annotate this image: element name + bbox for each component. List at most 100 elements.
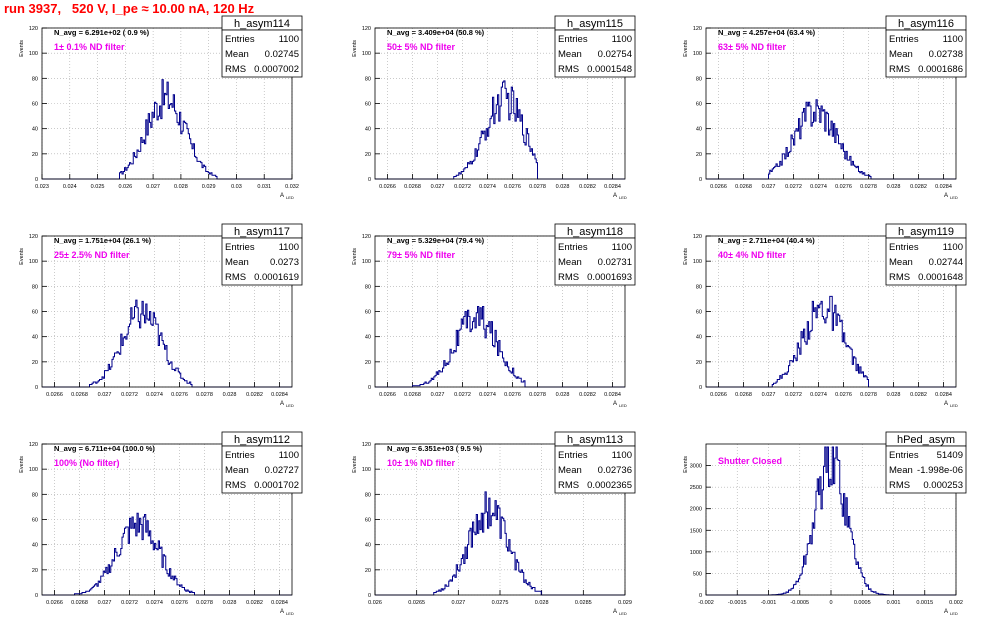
histogram-panel-h_asym114: 0.023 0.024 0.025 0.026 0.027 0.028 0.029 0.03 0… — [19, 15, 303, 200]
x-tick-label: 0.0272 — [121, 392, 138, 398]
filter-label: 10± 1% ND filter — [387, 458, 455, 468]
stats-value: 1100 — [279, 34, 299, 45]
x-tick-label: 0.0278 — [529, 184, 546, 190]
y-axis-label: Events — [683, 40, 689, 57]
x-tick-label: 0.026 — [368, 600, 382, 606]
x-tick-label: 0.0268 — [404, 392, 421, 398]
x-axis-label: A — [613, 401, 617, 407]
histogram-title: hPed_asym — [897, 434, 955, 446]
y-axis-label: Events — [683, 456, 689, 473]
stats-value: 1100 — [279, 450, 299, 461]
x-tick-label: 0.0268 — [404, 184, 421, 190]
y-tick-label: 40 — [696, 127, 702, 133]
y-tick-label: 60 — [32, 310, 38, 316]
y-tick-label: 100 — [693, 51, 702, 57]
x-axis-label: A — [613, 609, 617, 615]
y-tick-label: 100 — [362, 259, 371, 265]
stats-value: 1100 — [612, 34, 632, 45]
plot-frame — [705, 443, 957, 596]
x-tick-label: 0.031 — [257, 184, 271, 190]
navg-label: N_avg = 1.751e+04 (26.1 %) — [54, 236, 152, 245]
x-axis-label-sub: LED — [286, 611, 294, 616]
filter-label: 79± 5% ND filter — [387, 250, 455, 260]
y-tick-label: 0 — [699, 593, 702, 599]
x-tick-label: 0.0265 — [408, 600, 425, 606]
y-tick-label: 20 — [696, 152, 702, 158]
stats-label: RMS — [889, 272, 910, 283]
stats-label: Entries — [225, 34, 255, 45]
y-tick-label: 80 — [365, 492, 371, 498]
stats-label: RMS — [225, 64, 246, 75]
stats-value: 1100 — [612, 242, 632, 253]
y-tick-label: 40 — [32, 543, 38, 549]
x-tick-label: 0.0272 — [454, 184, 471, 190]
x-tick-label: 0.0266 — [46, 600, 63, 606]
y-tick-label: 20 — [365, 360, 371, 366]
x-tick-label: 0.029 — [202, 184, 216, 190]
x-tick-label: 0.0282 — [910, 392, 927, 398]
x-tick-label: 0.027 — [146, 184, 160, 190]
stats-label: Entries — [558, 34, 588, 45]
histogram-title: h_asym113 — [567, 434, 623, 446]
histogram-line — [42, 79, 292, 180]
histogram-title: h_asym119 — [898, 226, 954, 238]
x-axis-label: A — [613, 193, 617, 199]
stats-value: 0.02736 — [598, 465, 632, 476]
x-tick-label: 0.027 — [431, 392, 445, 398]
x-tick-label: 0.027 — [451, 600, 465, 606]
histogram-title: h_asym117 — [234, 226, 290, 238]
x-tick-label: 0.0278 — [529, 392, 546, 398]
stats-label: Mean — [889, 49, 913, 60]
x-axis-label-sub: LED — [619, 195, 627, 200]
stats-value: 0.02731 — [598, 257, 632, 268]
x-tick-label: 0.0282 — [910, 184, 927, 190]
x-tick-label: 0.0284 — [935, 392, 952, 398]
y-tick-label: 80 — [696, 76, 702, 82]
x-tick-label: 0.002 — [949, 600, 963, 606]
x-tick-label: 0.0278 — [196, 600, 213, 606]
x-tick-label: 0.0266 — [379, 392, 396, 398]
stats-label: Entries — [558, 242, 588, 253]
y-tick-label: 60 — [32, 102, 38, 108]
x-tick-label: 0.0274 — [146, 600, 163, 606]
stats-value: 51409 — [937, 450, 963, 461]
x-tick-label: 0.028 — [174, 184, 188, 190]
stats-label: Entries — [225, 450, 255, 461]
plot-frame — [41, 27, 293, 180]
x-tick-label: 0.0282 — [579, 184, 596, 190]
y-tick-label: 0 — [35, 593, 38, 599]
x-tick-label: 0.0276 — [835, 392, 852, 398]
x-tick-label: 0.0275 — [492, 600, 509, 606]
navg-label: N_avg = 3.409e+04 (50.8 %) — [387, 28, 485, 37]
x-axis-label: A — [280, 401, 284, 407]
canvas-title: run 3937, 520 V, I_pe ≈ 10.00 nA, 120 Hz — [4, 1, 255, 16]
x-tick-label: 0.0274 — [810, 184, 827, 190]
x-tick-label: 0.0272 — [121, 600, 138, 606]
x-axis-label: A — [280, 193, 284, 199]
stats-value: 0.0001686 — [918, 64, 963, 75]
filter-label: 63± 5% ND filter — [718, 42, 786, 52]
histogram-panel-h_asym119: 0.0266 0.0268 0.027 0.0272 0.0274 0.0276 0.027… — [683, 223, 967, 408]
x-tick-label: 0.026 — [118, 184, 132, 190]
stats-label: Entries — [889, 34, 919, 45]
y-tick-label: 60 — [365, 310, 371, 316]
y-tick-label: 0 — [35, 385, 38, 391]
y-tick-label: 0 — [368, 177, 371, 183]
navg-label: N_avg = 5.329e+04 (79.4 %) — [387, 236, 485, 245]
x-tick-label: 0.0268 — [71, 392, 88, 398]
x-tick-label: 0.0282 — [579, 392, 596, 398]
stats-value: 0.02738 — [929, 49, 963, 60]
histogram-panel-h_asym116: 0.0266 0.0268 0.027 0.0272 0.0274 0.0276 0.027… — [683, 15, 967, 200]
plot-frame — [705, 27, 957, 180]
x-tick-label: 0.0274 — [810, 392, 827, 398]
stats-box — [885, 29, 967, 78]
x-tick-label: 0.0278 — [860, 392, 877, 398]
x-tick-label: -0.0015 — [728, 600, 747, 606]
stats-value: -1.998e-06 — [917, 465, 963, 476]
y-tick-label: 0 — [368, 385, 371, 391]
x-axis-label-sub: LED — [286, 195, 294, 200]
stats-value: 0.0001648 — [918, 272, 963, 283]
y-axis-label: Events — [19, 40, 25, 57]
stats-label: RMS — [225, 480, 246, 491]
filter-label: 1± 0.1% ND filter — [54, 42, 125, 52]
